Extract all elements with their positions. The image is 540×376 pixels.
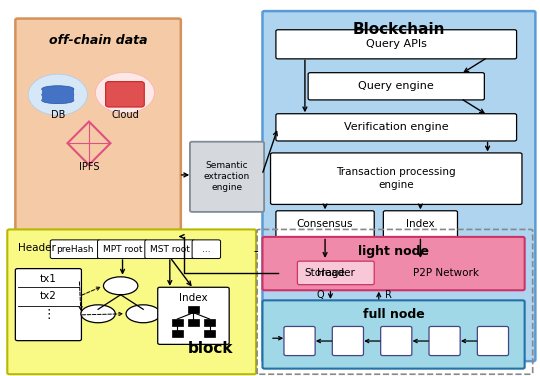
- FancyBboxPatch shape: [172, 318, 183, 326]
- FancyBboxPatch shape: [192, 240, 220, 259]
- Circle shape: [28, 74, 87, 115]
- Text: tx1: tx1: [40, 274, 57, 284]
- Circle shape: [96, 72, 154, 113]
- Text: Header: Header: [317, 268, 355, 278]
- FancyBboxPatch shape: [204, 330, 215, 337]
- Text: ...: ...: [202, 245, 211, 254]
- Text: Cloud: Cloud: [111, 110, 139, 120]
- FancyBboxPatch shape: [188, 318, 199, 326]
- Text: MPT root: MPT root: [103, 245, 142, 254]
- FancyBboxPatch shape: [383, 211, 457, 238]
- Text: Query APIs: Query APIs: [366, 39, 427, 49]
- FancyBboxPatch shape: [15, 268, 82, 341]
- FancyBboxPatch shape: [50, 240, 100, 259]
- FancyBboxPatch shape: [298, 261, 374, 285]
- FancyBboxPatch shape: [276, 114, 517, 141]
- FancyBboxPatch shape: [308, 73, 484, 100]
- FancyBboxPatch shape: [98, 240, 147, 259]
- FancyBboxPatch shape: [8, 229, 256, 374]
- Text: IPFS: IPFS: [79, 162, 99, 173]
- Text: light node: light node: [358, 245, 429, 258]
- Text: R: R: [385, 290, 392, 300]
- FancyBboxPatch shape: [284, 326, 315, 356]
- Ellipse shape: [126, 305, 160, 323]
- FancyBboxPatch shape: [383, 259, 509, 287]
- Text: Index: Index: [406, 219, 435, 229]
- FancyBboxPatch shape: [42, 90, 74, 102]
- Text: block: block: [188, 341, 234, 356]
- Ellipse shape: [104, 277, 138, 295]
- Text: P2P Network: P2P Network: [413, 268, 479, 278]
- Text: full node: full node: [363, 308, 424, 321]
- Text: MST root: MST root: [150, 245, 190, 254]
- FancyBboxPatch shape: [477, 326, 509, 356]
- Ellipse shape: [42, 91, 74, 98]
- FancyBboxPatch shape: [276, 30, 517, 59]
- FancyBboxPatch shape: [276, 211, 374, 238]
- FancyBboxPatch shape: [172, 330, 183, 337]
- FancyBboxPatch shape: [276, 259, 374, 287]
- Text: Header: Header: [17, 243, 56, 253]
- FancyBboxPatch shape: [158, 287, 229, 344]
- FancyBboxPatch shape: [15, 18, 181, 275]
- Text: Blockchain: Blockchain: [353, 22, 445, 37]
- Text: Q: Q: [317, 290, 325, 300]
- Ellipse shape: [42, 86, 74, 92]
- Text: Consensus: Consensus: [297, 219, 353, 229]
- FancyBboxPatch shape: [262, 237, 525, 290]
- Text: Semantic
extraction
engine: Semantic extraction engine: [204, 161, 250, 193]
- Text: Query engine: Query engine: [359, 81, 434, 91]
- FancyBboxPatch shape: [262, 11, 535, 361]
- Text: Transaction processing
engine: Transaction processing engine: [336, 167, 456, 190]
- FancyBboxPatch shape: [332, 326, 363, 356]
- Text: preHash: preHash: [57, 245, 94, 254]
- Text: tx2: tx2: [40, 291, 57, 301]
- Text: DB: DB: [51, 110, 65, 120]
- FancyBboxPatch shape: [145, 240, 195, 259]
- Text: off-chain data: off-chain data: [49, 34, 147, 47]
- FancyBboxPatch shape: [271, 153, 522, 205]
- Text: ⋮: ⋮: [42, 308, 55, 321]
- Text: Verification engine: Verification engine: [344, 122, 449, 132]
- Ellipse shape: [42, 97, 74, 104]
- FancyBboxPatch shape: [429, 326, 460, 356]
- Text: Index: Index: [179, 293, 208, 303]
- FancyBboxPatch shape: [188, 306, 199, 313]
- Text: Storage: Storage: [305, 268, 346, 278]
- FancyBboxPatch shape: [204, 318, 215, 326]
- FancyBboxPatch shape: [190, 142, 264, 212]
- FancyBboxPatch shape: [106, 82, 144, 107]
- FancyBboxPatch shape: [381, 326, 412, 356]
- Ellipse shape: [81, 305, 115, 323]
- FancyBboxPatch shape: [262, 300, 525, 368]
